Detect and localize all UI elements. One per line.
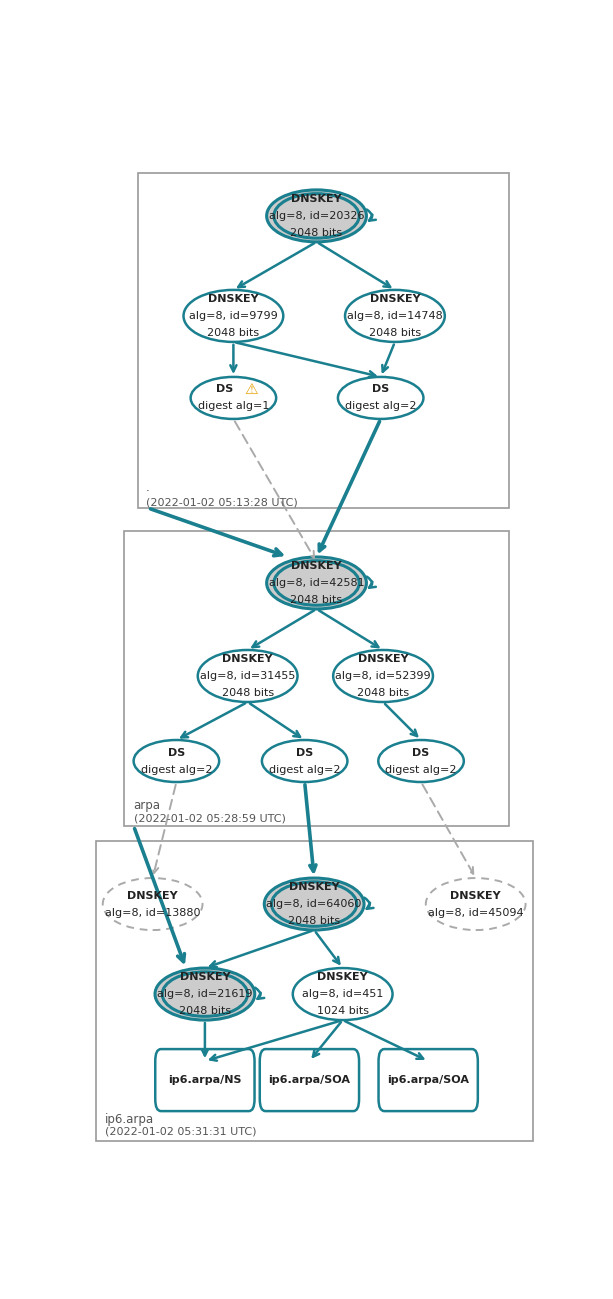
Text: alg=8, id=9799: alg=8, id=9799 xyxy=(189,310,278,321)
Text: DNSKEY: DNSKEY xyxy=(128,891,178,900)
Ellipse shape xyxy=(103,878,202,930)
Text: 2048 bits: 2048 bits xyxy=(288,916,340,926)
Ellipse shape xyxy=(191,377,276,420)
Text: DS: DS xyxy=(413,747,430,757)
Ellipse shape xyxy=(378,740,464,782)
Text: alg=8, id=52399: alg=8, id=52399 xyxy=(335,672,431,681)
Text: (2022-01-02 05:13:28 UTC): (2022-01-02 05:13:28 UTC) xyxy=(145,498,297,508)
Text: digest alg=1: digest alg=1 xyxy=(198,401,269,412)
Text: 1024 bits: 1024 bits xyxy=(317,1007,368,1016)
Ellipse shape xyxy=(262,740,348,782)
Text: DNSKEY: DNSKEY xyxy=(451,891,501,900)
Text: DNSKEY: DNSKEY xyxy=(358,653,408,664)
Text: digest alg=2: digest alg=2 xyxy=(345,401,416,412)
Text: 2048 bits: 2048 bits xyxy=(179,1007,231,1016)
FancyBboxPatch shape xyxy=(260,1050,359,1111)
Text: DNSKEY: DNSKEY xyxy=(318,972,368,982)
Text: ip6.arpa/NS: ip6.arpa/NS xyxy=(168,1076,242,1085)
Text: 2048 bits: 2048 bits xyxy=(221,688,274,698)
FancyBboxPatch shape xyxy=(139,173,509,508)
Text: alg=8, id=45094: alg=8, id=45094 xyxy=(428,908,524,917)
Ellipse shape xyxy=(333,650,433,701)
Ellipse shape xyxy=(183,290,283,342)
Text: DNSKEY: DNSKEY xyxy=(370,294,421,304)
Text: DNSKEY: DNSKEY xyxy=(289,882,340,892)
Ellipse shape xyxy=(293,968,392,1020)
Ellipse shape xyxy=(274,194,359,238)
Text: DS: DS xyxy=(216,385,234,395)
FancyBboxPatch shape xyxy=(124,531,509,826)
Text: alg=8, id=14748: alg=8, id=14748 xyxy=(347,310,443,321)
FancyArrowPatch shape xyxy=(367,209,376,221)
Text: ⚠: ⚠ xyxy=(245,382,258,397)
Text: ip6.arpa/SOA: ip6.arpa/SOA xyxy=(387,1076,469,1085)
Text: DNSKEY: DNSKEY xyxy=(180,972,230,982)
Text: alg=8, id=13880: alg=8, id=13880 xyxy=(105,908,200,917)
Ellipse shape xyxy=(264,878,364,930)
Text: 2048 bits: 2048 bits xyxy=(357,688,409,698)
FancyBboxPatch shape xyxy=(155,1050,254,1111)
Text: DNSKEY: DNSKEY xyxy=(223,653,273,664)
Text: DS: DS xyxy=(372,385,389,395)
Text: alg=8, id=20326: alg=8, id=20326 xyxy=(268,210,364,221)
Text: DS: DS xyxy=(296,747,313,757)
Ellipse shape xyxy=(274,561,359,605)
Ellipse shape xyxy=(426,878,525,930)
Text: ip6.arpa: ip6.arpa xyxy=(105,1113,154,1126)
Text: DNSKEY: DNSKEY xyxy=(291,194,342,204)
Ellipse shape xyxy=(345,290,445,342)
Ellipse shape xyxy=(267,190,367,242)
Ellipse shape xyxy=(198,650,297,701)
Text: digest alg=2: digest alg=2 xyxy=(269,765,340,774)
Text: arpa: arpa xyxy=(134,799,161,812)
Text: alg=8, id=31455: alg=8, id=31455 xyxy=(200,672,295,681)
Text: (2022-01-02 05:31:31 UTC): (2022-01-02 05:31:31 UTC) xyxy=(105,1126,257,1137)
Text: alg=8, id=42581: alg=8, id=42581 xyxy=(268,578,364,588)
Ellipse shape xyxy=(155,968,255,1020)
Text: (2022-01-02 05:28:59 UTC): (2022-01-02 05:28:59 UTC) xyxy=(134,813,286,824)
Text: 2048 bits: 2048 bits xyxy=(291,227,343,238)
Text: alg=8, id=451: alg=8, id=451 xyxy=(302,989,383,999)
FancyArrowPatch shape xyxy=(364,898,373,909)
Text: digest alg=2: digest alg=2 xyxy=(140,765,212,774)
Text: DS: DS xyxy=(168,747,185,757)
FancyBboxPatch shape xyxy=(379,1050,478,1111)
Ellipse shape xyxy=(338,377,424,420)
FancyArrowPatch shape xyxy=(367,577,376,587)
FancyBboxPatch shape xyxy=(96,840,533,1141)
Ellipse shape xyxy=(134,740,219,782)
Text: ip6.arpa/SOA: ip6.arpa/SOA xyxy=(268,1076,351,1085)
Ellipse shape xyxy=(267,557,367,609)
Text: 2048 bits: 2048 bits xyxy=(207,327,259,338)
Text: 2048 bits: 2048 bits xyxy=(291,595,343,605)
Text: .: . xyxy=(145,481,149,494)
Text: DNSKEY: DNSKEY xyxy=(291,561,342,572)
Text: alg=8, id=21619: alg=8, id=21619 xyxy=(157,989,253,999)
FancyArrowPatch shape xyxy=(255,987,264,999)
Text: DNSKEY: DNSKEY xyxy=(208,294,259,304)
Text: 2048 bits: 2048 bits xyxy=(369,327,421,338)
Ellipse shape xyxy=(272,882,357,926)
Text: digest alg=2: digest alg=2 xyxy=(386,765,457,774)
Text: alg=8, id=64060: alg=8, id=64060 xyxy=(267,899,362,909)
Ellipse shape xyxy=(162,972,248,1016)
